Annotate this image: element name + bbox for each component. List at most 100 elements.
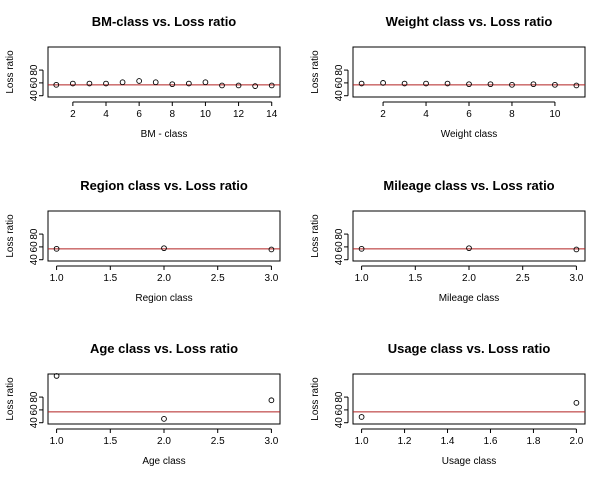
chart-0-x-tick-label: 10: [200, 109, 212, 120]
chart-2-y-tick-label: 80: [29, 228, 40, 240]
chart-0-y-tick-label: 80: [29, 64, 40, 76]
chart-1-data-point: [573, 82, 580, 89]
chart-2-x-label: Region class: [135, 293, 192, 304]
chart-1-x-tick-label: 8: [509, 109, 515, 120]
chart-1-data-point: [423, 80, 429, 87]
chart-4-y-tick-label: 40: [29, 417, 40, 429]
chart-3: Mileage class vs. Loss ratio 1.0 1.5 2.0 2.5…: [310, 178, 586, 304]
chart-1-data-point: [358, 80, 365, 87]
chart-0-y-label: Loss ratio: [5, 50, 16, 94]
chart-4-y-label: Loss ratio: [5, 377, 16, 421]
chart-0-plot-frame: [47, 46, 281, 98]
chart-5-x-tick-label: 1.4: [441, 436, 455, 447]
chart-5-y-tick-label: 80: [334, 391, 345, 403]
chart-2-y-tick-label: 40: [29, 254, 40, 266]
chart-0-data-point: [70, 80, 76, 87]
chart-0-y-tick-label: 40: [29, 90, 40, 102]
chart-3-x-tick-label: 3.0: [569, 273, 583, 284]
chart-3-data-point: [466, 245, 472, 252]
chart-1-title: Weight class vs. Loss ratio: [386, 14, 553, 29]
chart-0-data-point: [136, 78, 142, 84]
chart-5-x-tick-label: 2.0: [569, 436, 583, 447]
chart-3-title: Mileage class vs. Loss ratio: [383, 178, 554, 193]
chart-3-y-tick-label: 40: [334, 254, 345, 266]
chart-3-y-tick-label: 80: [334, 228, 345, 240]
chart-1-plot-frame: [352, 46, 586, 98]
chart-2-x-tick-label: 2.0: [157, 273, 171, 284]
chart-5-x-tick-label: 1.2: [398, 436, 412, 447]
chart-4-x-tick-label: 1.0: [50, 436, 64, 447]
chart-1-y-tick-label: 40: [334, 90, 345, 102]
chart-0-data-point: [235, 82, 242, 89]
chart-0-x-tick-label: 14: [266, 109, 278, 120]
chart-3-x-tick-label: 2.5: [516, 273, 530, 284]
chart-5-x-tick-label: 1.0: [355, 436, 369, 447]
chart-3-x-tick-label: 1.5: [408, 273, 422, 284]
chart-0-x-tick-label: 8: [170, 109, 176, 120]
chart-4-x-tick-label: 2.5: [211, 436, 225, 447]
chart-0-x-tick-label: 4: [103, 109, 109, 120]
chart-1-data-point: [552, 81, 558, 88]
chart-4: Age class vs. Loss ratio 1.0 1.5 2.0 2.5 3.0 4…: [5, 341, 281, 467]
chart-0-data-point: [152, 79, 159, 86]
chart-5-x-tick-label: 1.8: [526, 436, 540, 447]
chart-2-y-tick-label: 60: [29, 241, 40, 253]
chart-4-title: Age class vs. Loss ratio: [90, 341, 238, 356]
chart-1-y-label: Loss ratio: [310, 50, 321, 94]
chart-2-x-tick-label: 2.5: [211, 273, 225, 284]
chart-3-y-tick-label: 60: [334, 241, 345, 253]
chart-4-data-point: [53, 373, 60, 379]
chart-4-x-label: Age class: [142, 456, 185, 467]
chart-2-data-point: [161, 245, 167, 252]
chart-2-plot-frame: [47, 210, 281, 262]
chart-0-data-point: [252, 83, 258, 89]
chart-1-x-tick-label: 4: [423, 109, 429, 120]
chart-1-x-tick-label: 6: [466, 109, 472, 120]
chart-0-data-point: [53, 81, 60, 88]
chart-0-data-point: [119, 79, 126, 86]
chart-5: Usage class vs. Loss ratio 1.0 1.2 1.4 1.6 1.…: [310, 341, 586, 467]
chart-3-x-label: Mileage class: [439, 293, 500, 304]
chart-1-data-point: [487, 81, 494, 88]
chart-5-x-label: Usage class: [442, 456, 496, 467]
chart-3-data-point: [358, 245, 365, 252]
chart-5-y-tick-label: 40: [334, 417, 345, 429]
chart-3-data-point: [573, 246, 580, 253]
chart-3-y-label: Loss ratio: [310, 214, 321, 258]
chart-5-plot-frame: [352, 373, 586, 425]
chart-4-y-tick-label: 80: [29, 391, 40, 403]
chart-1-data-point: [509, 81, 515, 88]
chart-4-data-point: [268, 397, 275, 404]
chart-5-title: Usage class vs. Loss ratio: [388, 341, 551, 356]
chart-5-x-tick-label: 1.6: [484, 436, 498, 447]
chart-0-data-point: [103, 80, 109, 87]
chart-0-data-point: [202, 79, 209, 86]
chart-0-x-label: BM - class: [141, 129, 188, 140]
chart-1-data-point: [380, 80, 386, 86]
chart-4-plot-frame: [47, 373, 281, 425]
chart-4-x-tick-label: 3.0: [264, 436, 278, 447]
chart-2-title: Region class vs. Loss ratio: [80, 178, 248, 193]
chart-4-data-point: [161, 416, 167, 422]
chart-2-data-point: [53, 245, 60, 252]
chart-0-x-tick-label: 6: [136, 109, 142, 120]
chart-5-data-point: [358, 414, 365, 420]
chart-1-data-point: [530, 81, 537, 88]
chart-2: Region class vs. Loss ratio 1.0 1.5 2.0 2.5 3…: [5, 178, 281, 304]
chart-0-x-tick-label: 12: [233, 109, 245, 120]
chart-0-data-point: [169, 81, 176, 88]
chart-4-x-tick-label: 2.0: [157, 436, 171, 447]
chart-1-x-tick-label: 2: [380, 109, 386, 120]
chart-2-x-tick-label: 1.0: [50, 273, 64, 284]
chart-1-data-point: [401, 80, 408, 87]
chart-5-data-point: [573, 399, 580, 406]
chart-5-y-tick-label: 60: [334, 404, 345, 416]
chart-1-x-label: Weight class: [441, 129, 498, 140]
chart-0-y-tick-label: 60: [29, 77, 40, 89]
chart-1-x-tick-label: 10: [549, 109, 561, 120]
chart-0-x-tick-label: 2: [70, 109, 76, 120]
chart-1-data-point: [444, 80, 451, 87]
chart-0-data-point: [219, 82, 225, 89]
